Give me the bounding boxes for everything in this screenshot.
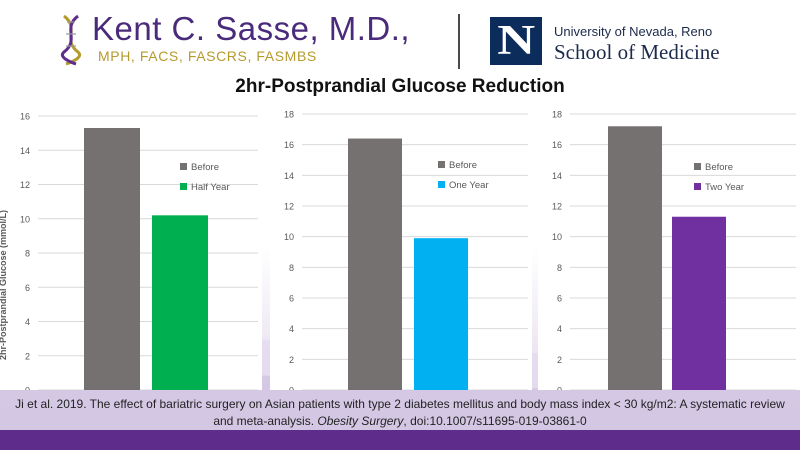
bar-half-year <box>152 215 208 390</box>
y-tick-label: 10 <box>20 214 30 224</box>
chart-half-year: 0 2 4 6 8 10 12 14 16 Before Half Year 2hr-Postpra… <box>0 108 262 390</box>
legend-swatch <box>694 163 701 170</box>
chart-half-year-svg: 0 2 4 6 8 10 12 14 16 Before Half Year <box>20 112 258 391</box>
slide-header: Kent C. Sasse, M.D., MPH, FACS, FASCRS, … <box>0 0 800 75</box>
unr-logo: N <box>490 17 542 65</box>
legend-label: Before <box>705 162 733 173</box>
y-tick-label: 14 <box>20 146 30 156</box>
legend-label: Half Year <box>191 182 230 193</box>
footer-bar <box>0 430 800 450</box>
legend-swatch <box>438 181 445 188</box>
bar-two-year <box>672 216 726 390</box>
y-tick-label: 10 <box>552 232 562 242</box>
citation-prefix: and meta-analysis. <box>213 414 318 428</box>
unr-logo-letter: N <box>497 18 535 64</box>
y-tick-label: 12 <box>20 180 30 190</box>
y-tick-label: 16 <box>552 140 562 150</box>
y-tick-label: 18 <box>284 110 294 120</box>
chart-one-year-svg: 0 2 4 6 8 10 12 14 16 18 Before One Year <box>284 110 528 391</box>
legend-swatch <box>180 163 187 170</box>
legend-label: One Year <box>449 180 489 191</box>
y-axis-label: 2hr-Postprandial Glucose (mmol/L) <box>0 209 8 360</box>
y-tick-label: 6 <box>25 283 30 293</box>
slide-title: 2hr-Postprandial Glucose Reduction <box>235 76 565 97</box>
bar-before <box>84 127 140 390</box>
y-tick-label: 2 <box>25 351 30 361</box>
school-name: School of Medicine <box>554 40 720 64</box>
y-tick-label: 0 <box>289 386 294 391</box>
y-tick-label: 4 <box>557 324 562 334</box>
y-tick-label: 12 <box>284 202 294 212</box>
y-tick-label: 0 <box>25 386 30 391</box>
legend-label: Two Year <box>705 182 744 193</box>
y-tick-label: 0 <box>557 386 562 391</box>
legend-swatch <box>180 183 187 190</box>
doctor-credentials: MPH, FACS, FASCRS, FASMBS <box>98 48 317 64</box>
bar-before <box>348 138 402 390</box>
y-tick-label: 6 <box>289 294 294 304</box>
citation-journal: Obesity Surgery <box>317 414 404 428</box>
citation: Ji et al. 2019. The effect of bariatric … <box>0 396 800 430</box>
y-tick-label: 12 <box>552 202 562 212</box>
legend-swatch <box>438 161 445 168</box>
y-tick-label: 16 <box>284 140 294 150</box>
y-tick-label: 16 <box>20 112 30 122</box>
chart-two-year-svg: 0 2 4 6 8 10 12 14 16 18 Before Two Year <box>552 110 796 391</box>
dna-icon <box>61 14 81 66</box>
y-tick-label: 14 <box>552 171 562 181</box>
y-tick-label: 4 <box>25 317 30 327</box>
y-tick-label: 8 <box>557 263 562 273</box>
header-divider <box>458 14 460 69</box>
y-tick-label: 18 <box>552 110 562 120</box>
y-tick-label: 8 <box>289 263 294 273</box>
legend-swatch <box>694 183 701 190</box>
citation-line-1: Ji et al. 2019. The effect of bariatric … <box>15 397 785 411</box>
bar-one-year <box>414 238 468 390</box>
doctor-name: Kent C. Sasse, M.D., <box>92 10 411 47</box>
y-tick-label: 6 <box>557 294 562 304</box>
y-tick-label: 4 <box>289 324 294 334</box>
legend-label: Before <box>449 160 477 171</box>
bar-before <box>608 126 662 390</box>
chart-one-year: 0 2 4 6 8 10 12 14 16 18 Before One Year <box>270 108 532 390</box>
y-tick-label: 10 <box>284 232 294 242</box>
chart-two-year: 0 2 4 6 8 10 12 14 16 18 Before Two Year <box>538 108 800 390</box>
y-tick-label: 2 <box>289 355 294 365</box>
y-tick-label: 2 <box>557 355 562 365</box>
y-tick-label: 8 <box>25 249 30 259</box>
y-tick-label: 14 <box>284 171 294 181</box>
citation-line-2: and meta-analysis. Obesity Surgery, doi:… <box>0 413 800 430</box>
university-name: University of Nevada, Reno <box>554 24 713 39</box>
legend-label: Before <box>191 162 219 173</box>
citation-suffix: , doi:10.1007/s11695-019-03861-0 <box>403 414 587 428</box>
